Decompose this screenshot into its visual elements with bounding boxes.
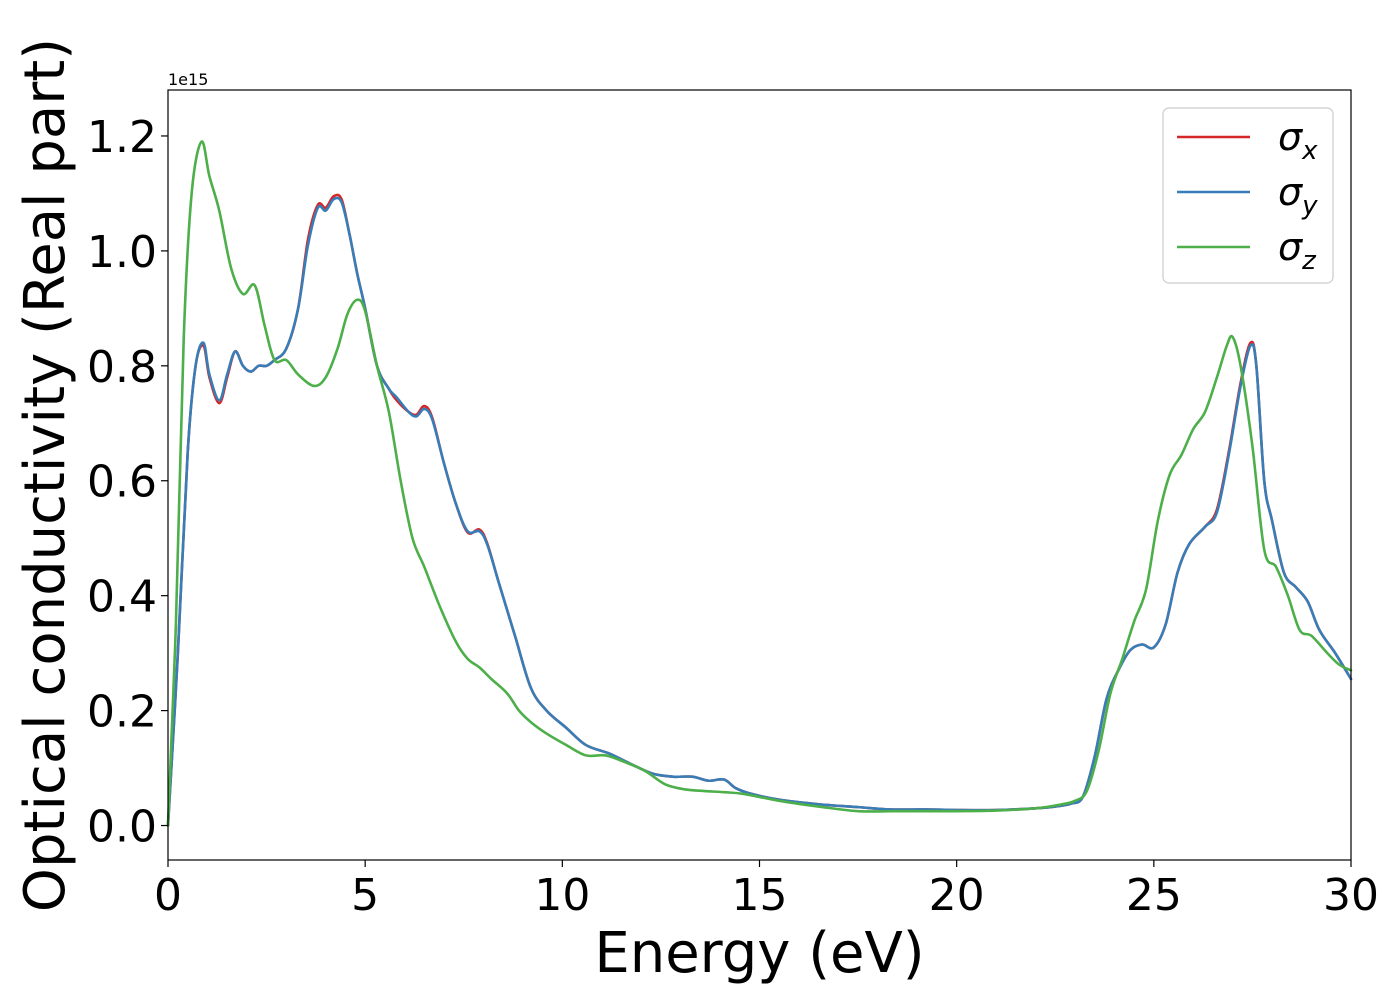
series-layer	[166, 140, 1353, 827]
x-tick-label: 20	[929, 870, 985, 921]
y-tick-label: 0.8	[87, 342, 157, 393]
legend-label-z: σz	[1278, 225, 1317, 276]
y-tick-label: 0.4	[87, 572, 157, 623]
x-tick-label: 0	[154, 870, 182, 921]
legend-label-y: σy	[1278, 170, 1318, 221]
x-tick-label: 5	[351, 870, 379, 921]
x-axis: 0 5 10 15 20 25 30	[154, 860, 1379, 921]
y-tick-label: 1.0	[87, 227, 157, 278]
x-tick-label: 25	[1126, 870, 1182, 921]
x-tick-label: 30	[1323, 870, 1379, 921]
y-offset-label: 1e15	[168, 70, 208, 89]
y-tick-label: 0.2	[87, 687, 157, 738]
x-tick-label: 10	[534, 870, 590, 921]
y-tick-label: 0.6	[87, 457, 157, 508]
legend-box	[1162, 107, 1334, 284]
x-axis-label: Energy (eV)	[594, 921, 924, 986]
y-tick-label: 1.2	[87, 112, 157, 163]
y-axis: 0.0 0.2 0.4 0.6 0.8 1.0 1.2	[87, 112, 168, 853]
y-tick-label: 0.0	[87, 802, 157, 853]
y-axis-label: Optical conductivity (Real part)	[13, 38, 78, 912]
series-line-z	[166, 140, 1353, 827]
x-tick-label: 15	[732, 870, 788, 921]
legend-label-x: σx	[1278, 115, 1318, 166]
